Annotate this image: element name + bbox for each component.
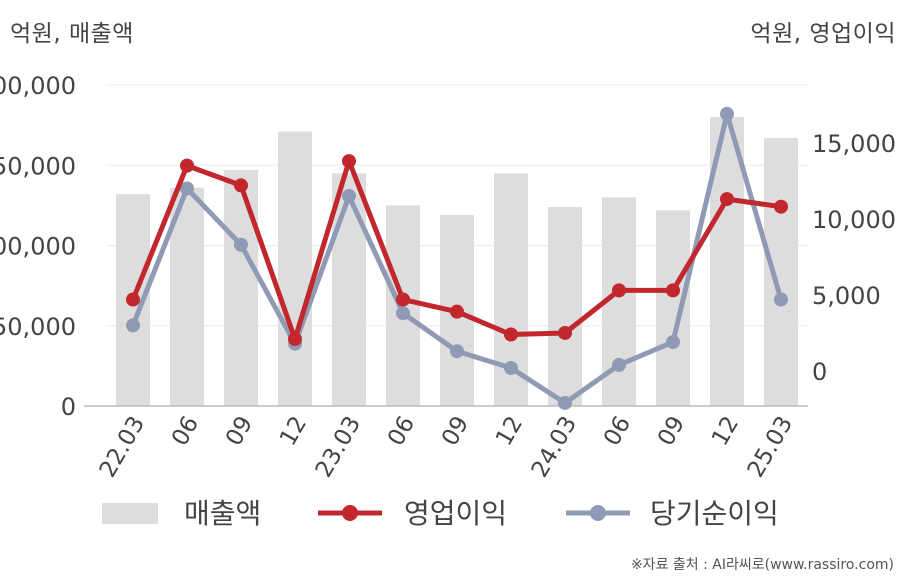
net-income-point [666, 335, 680, 350]
x-tick-label: 06 [167, 412, 204, 450]
net-income-point [774, 292, 788, 307]
left-tick-label: 0 [61, 393, 76, 421]
left-axis-unit: 억원, 매출액 [10, 21, 134, 47]
operating-income-point [126, 292, 140, 307]
x-tick-label: 06 [383, 412, 420, 450]
source-note: ※자료 출처 : AI라씨로(www.rassiro.com) [630, 557, 894, 573]
left-tick-label: 200,000 [0, 72, 76, 100]
left-tick-label: 50,000 [0, 313, 76, 341]
x-tick-label: 06 [599, 412, 636, 450]
operating-income-point [180, 158, 194, 173]
revenue-bar [548, 206, 582, 406]
operating-income-point [288, 332, 302, 347]
x-tick-label: 22.03 [95, 412, 150, 482]
x-tick-label: 09 [221, 412, 258, 450]
operating-income-point [234, 178, 248, 193]
x-tick-label: 23.03 [311, 412, 366, 482]
operating-income-point [450, 304, 464, 319]
left-tick-label: 100,000 [0, 233, 76, 261]
left-tick-label: 150,000 [0, 152, 76, 180]
legend-operating-income-label: 영업이익 [404, 497, 507, 530]
net-income-point [450, 344, 464, 359]
revenue-bar [170, 187, 204, 406]
operating-income-point [612, 283, 626, 298]
net-income-point [234, 237, 248, 252]
right-tick-label: 0 [812, 358, 827, 386]
legend-net-income-label: 당기순이익 [650, 497, 779, 530]
revenue-bar [764, 137, 798, 406]
net-income-point [504, 360, 518, 375]
revenue-bar [278, 131, 312, 407]
legend-net-income-marker [590, 505, 606, 521]
net-income-point [126, 318, 140, 333]
legend-revenue-swatch [102, 503, 158, 524]
x-tick-label: 12 [275, 412, 312, 450]
legend-revenue-label: 매출액 [184, 497, 261, 530]
operating-income-point [720, 192, 734, 207]
x-tick-label: 12 [707, 412, 744, 450]
x-tick-label: 25.03 [743, 412, 798, 482]
operating-income-point [666, 283, 680, 298]
right-tick-label: 15,000 [812, 130, 896, 158]
net-income-point [612, 357, 626, 372]
right-axis-unit: 억원, 영업이익 [750, 21, 896, 47]
net-income-point [396, 306, 410, 321]
right-tick-label: 5,000 [812, 282, 881, 310]
operating-income-point [396, 292, 410, 307]
revenue-bar [224, 170, 258, 406]
operating-income-point [342, 154, 356, 169]
net-income-point [720, 106, 734, 121]
x-tick-label: 24.03 [527, 412, 582, 482]
revenue-bar [332, 173, 366, 406]
net-income-point [558, 395, 572, 410]
net-income-point [342, 189, 356, 204]
x-tick-label: 09 [653, 412, 690, 450]
x-tick-label: 12 [491, 412, 528, 450]
net-income-point [180, 181, 194, 196]
right-tick-label: 10,000 [812, 206, 896, 234]
x-tick-label: 09 [437, 412, 474, 450]
revenue-bar [656, 210, 690, 406]
operating-income-point [558, 325, 572, 340]
operating-income-point [504, 327, 518, 342]
operating-income-point [774, 199, 788, 214]
legend-operating-income-marker [342, 505, 358, 521]
